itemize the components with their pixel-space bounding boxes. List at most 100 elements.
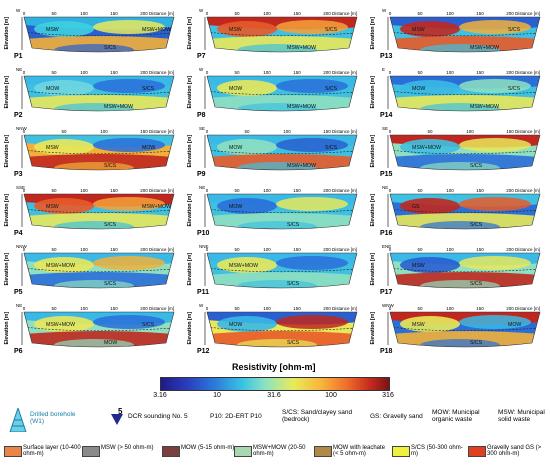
profile-direction: E: [382, 67, 385, 72]
legend-dcr: DCR sounding No. 5: [128, 413, 188, 420]
zone-label: S/CS: [104, 281, 117, 287]
zone-label: MSW: [412, 263, 425, 269]
distance-axis-label: Distance [m]: [149, 306, 174, 311]
zone-label: S/CS: [142, 322, 155, 328]
distance-tick: 100: [263, 188, 271, 193]
distance-tick: 100: [446, 70, 454, 75]
distance-tick: 100: [80, 247, 88, 252]
profile-id: P3: [14, 171, 23, 178]
panel-p13: Elevation [m] W0 50 100 150 200 Distance [m] P1…: [370, 8, 541, 60]
resistivity-tick: 100: [325, 392, 337, 399]
panel-p12: Elevation [m] W0 50 100 150 200 Distance [m] P1…: [187, 303, 358, 355]
elevation-axis-label: Elevation [m]: [370, 17, 376, 50]
distance-tick: 0: [23, 188, 26, 193]
panel-p10: Elevation [m] NE0 50 100 150 200 Distance [m] P…: [187, 185, 358, 237]
distance-tick: 100: [446, 188, 454, 193]
distance-tick: 100: [466, 129, 474, 134]
distance-tick: 150: [476, 247, 484, 252]
legend-swatch-label: MOW with leachate (< 5 ohm-m): [333, 445, 386, 458]
distance-tick: 150: [323, 129, 331, 134]
distance-tick: 200: [506, 188, 514, 193]
distance-axis-label: Distance [m]: [149, 129, 174, 134]
profile-direction: SE: [199, 126, 205, 131]
zone-label: S/CS: [508, 27, 521, 33]
distance-tick: 100: [446, 11, 454, 16]
distance-tick: 200: [140, 306, 148, 311]
elevation-axis-label: Elevation [m]: [187, 76, 193, 109]
profile-direction: SE: [382, 126, 388, 131]
panel-p15: Elevation [m] SE0 50 100 150 Distance [m] P15 M…: [370, 126, 541, 178]
distance-tick: 0: [206, 247, 209, 252]
legend-swatch: [314, 446, 332, 457]
distance-tick: 150: [140, 129, 148, 134]
profile-direction: NE: [199, 185, 205, 190]
distance-tick: 150: [110, 11, 118, 16]
panel-p14: Elevation [m] E0 50 100 150 200 Distance [m] P1…: [370, 67, 541, 119]
distance-tick: 50: [234, 11, 240, 16]
distance-axis-label: Distance [m]: [515, 306, 540, 311]
zone-label: MSW+MOW: [142, 27, 171, 33]
distance-tick: 100: [263, 247, 271, 252]
zone-label: MSW: [46, 27, 59, 33]
profile-direction: W: [199, 67, 204, 72]
zone-label: MSW: [412, 322, 425, 328]
elevation-axis-label: Elevation [m]: [187, 312, 193, 345]
zone-label: S/CS: [287, 281, 300, 287]
legend-swatch-label: Gravelly sand GS (> 300 ohm-m): [487, 445, 542, 458]
zone-label: MSW+MOW: [287, 45, 316, 51]
legend-swatch: [162, 446, 180, 457]
distance-tick: 200: [323, 70, 331, 75]
zone-label: GS: [412, 204, 420, 210]
distance-tick: 0: [206, 306, 209, 311]
distance-tick: 50: [234, 188, 240, 193]
distance-axis-label: Distance [m]: [515, 70, 540, 75]
profile-id: P5: [14, 289, 23, 296]
distance-axis-label: Distance [m]: [332, 129, 357, 134]
profile-id: P17: [380, 289, 393, 296]
legend-swatch-label: MSW (> 50 ohm-m): [101, 445, 154, 451]
zone-label: MSW: [412, 27, 425, 33]
distance-tick: 0: [23, 70, 26, 75]
profile-id: P9: [197, 171, 206, 178]
distance-tick: 50: [51, 188, 57, 193]
panel-p1: Elevation [m] W0 50 100 150 200 Distance [m] P1…: [4, 8, 175, 60]
distance-tick: 200: [506, 247, 514, 252]
profile-direction: W: [199, 8, 204, 13]
distance-tick: 150: [476, 306, 484, 311]
panel-p9: Elevation [m] SE0 50 100 150 Distance [m] P9 MO…: [187, 126, 358, 178]
distance-tick: 150: [476, 188, 484, 193]
zone-label: MSW+MOW: [287, 104, 316, 110]
distance-tick: 0: [206, 11, 209, 16]
profile-direction: NNW: [16, 126, 27, 131]
legend-swatch-label: Surface layer (10-400 ohm-m): [23, 445, 81, 458]
distance-tick: 0: [389, 188, 392, 193]
distance-tick: 50: [244, 129, 250, 134]
distance-axis-label: Distance [m]: [149, 247, 174, 252]
resistivity-tick: 3.16: [153, 392, 167, 399]
distance-axis-label: Distance [m]: [332, 11, 357, 16]
distance-tick: 100: [80, 188, 88, 193]
elevation-axis-label: Elevation [m]: [187, 17, 193, 50]
zone-label: MOW: [229, 322, 242, 328]
elevation-axis-label: Elevation [m]: [4, 76, 10, 109]
profile-direction: NE: [16, 303, 22, 308]
zone-label: MSW+MOW: [104, 104, 133, 110]
legend-swatch-label: MOW (5-15 ohm-m): [181, 445, 235, 451]
distance-tick: 200: [506, 306, 514, 311]
distance-tick: 200: [323, 306, 331, 311]
panel-p2: Elevation [m] NE0 50 100 150 200 Distance [m] P…: [4, 67, 175, 119]
zone-label: S/CS: [325, 86, 338, 92]
dcr-number: 5: [118, 407, 123, 416]
distance-tick: 0: [23, 306, 26, 311]
elevation-axis-label: Elevation [m]: [4, 17, 10, 50]
legend-swatch: [468, 446, 486, 457]
elevation-axis-label: Elevation [m]: [187, 194, 193, 227]
zone-label: MSW+MOW: [46, 263, 75, 269]
distance-tick: 200: [140, 70, 148, 75]
distance-tick: 150: [110, 188, 118, 193]
profile-direction: NE: [16, 67, 22, 72]
zone-label: MOW: [104, 340, 117, 346]
